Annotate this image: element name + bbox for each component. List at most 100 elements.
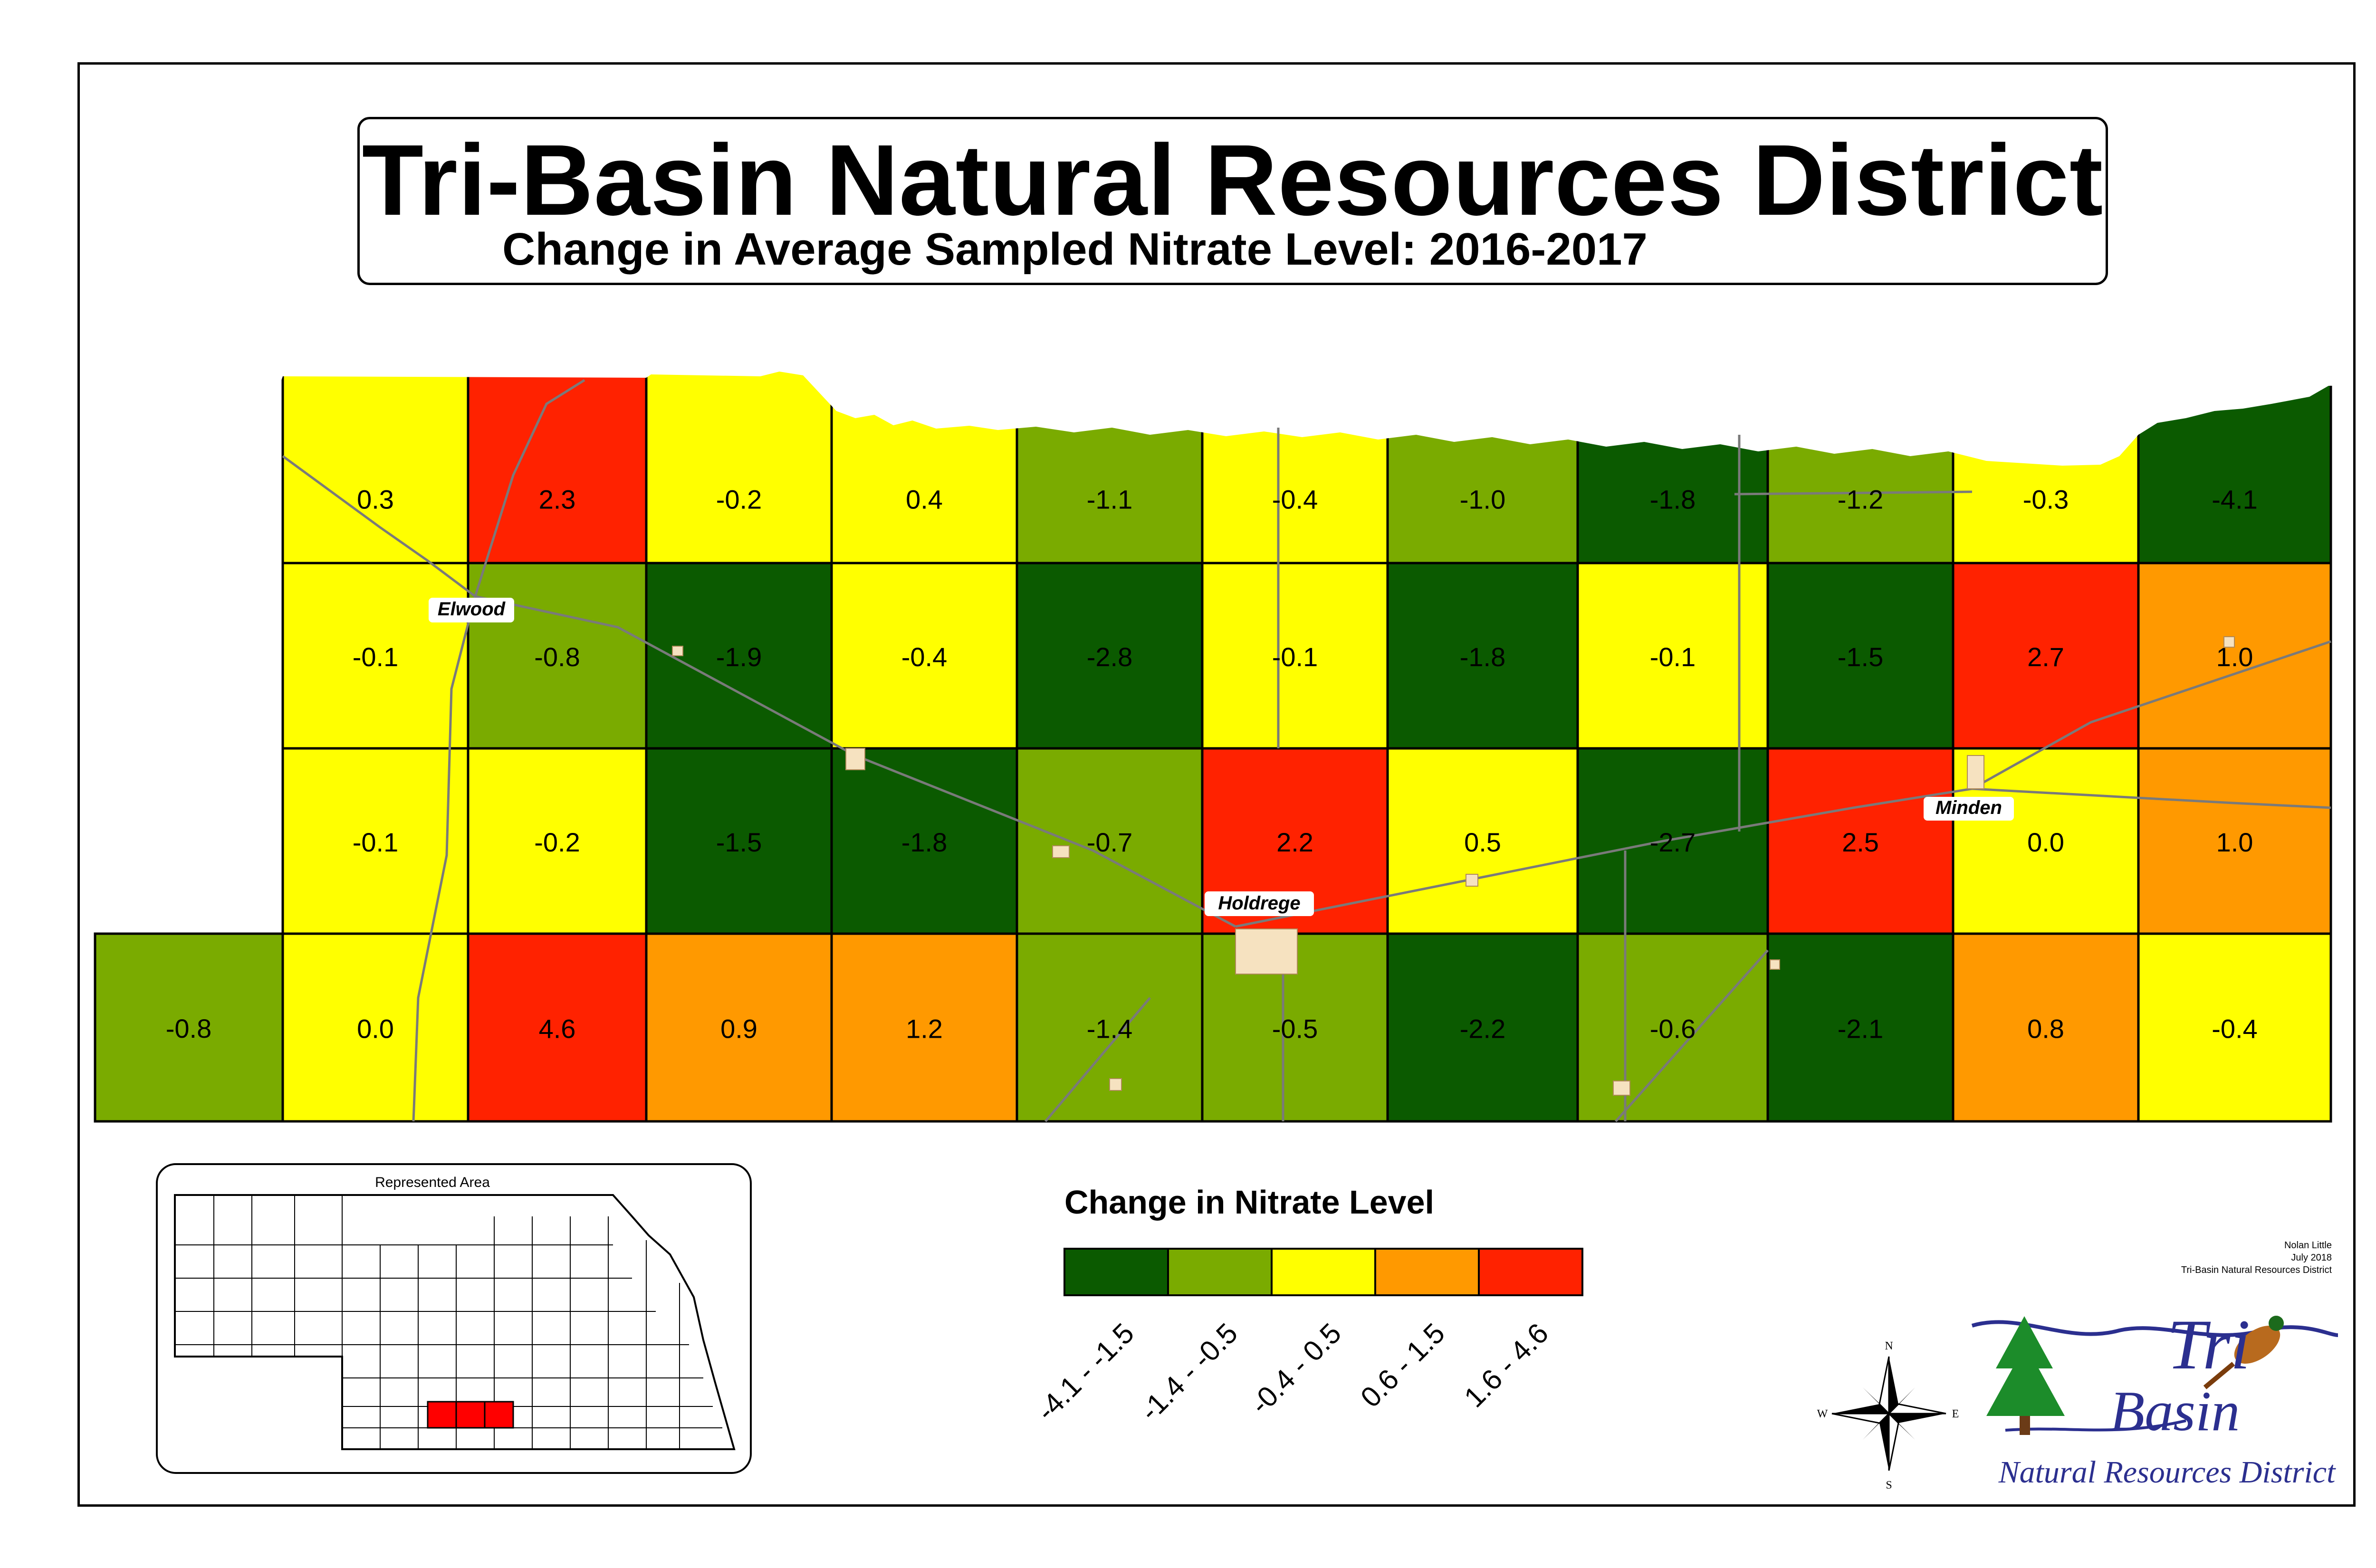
map-subtitle: Change in Average Sampled Nitrate Level:… <box>502 224 1648 275</box>
map-credit: Nolan Little July 2018 Tri-Basin Natural… <box>2181 1239 2332 1276</box>
cell-value: -1.8 <box>901 827 948 857</box>
cell-value: -1.9 <box>716 642 762 672</box>
grid-cell <box>830 747 1018 935</box>
town-label: Holdrege <box>1218 893 1300 914</box>
legend-labels: -4.1 - -1.5-1.4 - -0.5 -0.4 - 0.5 0.6 - 1.… <box>1030 1317 1554 1427</box>
town-area <box>1770 959 1780 970</box>
grid-cell <box>281 932 469 1123</box>
legend-class-label: -1.4 - -0.5 <box>1134 1317 1244 1427</box>
town-label: Minden <box>1935 797 2002 818</box>
cell-value: -2.8 <box>1087 642 1133 672</box>
grid-cell <box>467 932 648 1123</box>
pheasant-icon <box>2203 1316 2284 1389</box>
legend-class-label: -0.4 - 0.5 <box>1244 1317 1347 1420</box>
credit-date: July 2018 <box>2291 1252 2332 1263</box>
legend-class-label: 0.6 - 1.5 <box>1354 1317 1451 1414</box>
pine-tree-icon <box>1986 1316 2065 1435</box>
title-box: Tri-Basin Natural Resources District Cha… <box>357 117 2108 285</box>
road-line <box>1044 997 1151 1122</box>
grid-cell <box>1766 562 1954 750</box>
cell-value: -0.1 <box>353 642 399 672</box>
road-line <box>282 455 1236 928</box>
cell-value: -1.8 <box>1650 485 1696 515</box>
grid-cell <box>2137 372 2332 564</box>
grid-cell <box>2137 747 2332 935</box>
cell-value: -1.5 <box>716 827 762 857</box>
cell-value: -1.4 <box>1087 1014 1133 1044</box>
grid-cell <box>1952 932 2140 1123</box>
town-minden: Minden <box>1924 797 2014 821</box>
town-elwood: Elwood <box>429 598 514 622</box>
cell-value-labels: 0.3 2.3 -0.2 0.4 -1.1 -0.4 -1.0 -1.8 -1.2 -0.3 -4.… <box>166 485 2258 1044</box>
cell-value: -0.4 <box>901 642 948 672</box>
tri-basin-logo: Tri Basin Natural Resources District <box>1971 1305 2338 1490</box>
inset-map: Represented Area <box>156 1163 752 1474</box>
grid-cell <box>467 562 648 750</box>
grid-cell <box>1576 932 1769 1123</box>
compass-w: W <box>1817 1408 1828 1420</box>
grid-cell <box>1201 372 1389 564</box>
grid-cell <box>830 372 1018 564</box>
cell-value: -0.8 <box>166 1013 212 1043</box>
grid-cell <box>830 562 1018 750</box>
cell-value: 2.3 <box>539 485 576 515</box>
legend-class-label: 1.6 - 4.6 <box>1458 1317 1554 1414</box>
inset-title: Represented Area <box>375 1175 490 1190</box>
grid-cell <box>1952 372 2140 564</box>
legend-swatch <box>1374 1248 1480 1296</box>
compass-n: N <box>1885 1340 1893 1352</box>
grid-cell <box>2137 562 2332 750</box>
cell-value: -0.2 <box>716 485 762 515</box>
cell-value: -0.5 <box>1272 1014 1318 1044</box>
cell-value: 2.5 <box>1842 827 1879 857</box>
legend-title: Change in Nitrate Level <box>1064 1184 1434 1221</box>
cell-value: 0.0 <box>2027 827 2064 857</box>
cell-value: -0.8 <box>534 642 580 672</box>
cell-value: 0.8 <box>2027 1014 2064 1044</box>
compass-e: E <box>1952 1408 1959 1420</box>
cell-value: -0.1 <box>1272 642 1318 672</box>
cell-value: 0.3 <box>357 485 394 515</box>
legend-swatch <box>1271 1248 1376 1296</box>
cell-value: -2.1 <box>1838 1014 1884 1044</box>
grid-cell <box>645 747 833 935</box>
town-holdrege: Holdrege <box>1205 891 1314 916</box>
cell-value: -1.5 <box>1838 642 1884 672</box>
road-line <box>1972 787 2331 809</box>
inset-tribasin-area <box>427 1401 514 1429</box>
cell-value: 2.7 <box>2027 642 2064 672</box>
grid-cell <box>1386 747 1579 935</box>
grid-cell <box>467 372 648 564</box>
town-area <box>672 646 683 656</box>
road-line <box>474 379 585 597</box>
grid-cell <box>1016 372 1204 564</box>
legend-swatches <box>1063 1248 1583 1296</box>
cell-value: -1.1 <box>1087 485 1133 515</box>
grid-cell <box>1766 372 1954 564</box>
cell-value: -4.1 <box>2212 485 2258 515</box>
grid-cell <box>1386 372 1579 564</box>
grid-cell <box>1766 932 1954 1123</box>
town-area <box>1466 874 1478 887</box>
compass-rose-icon: N S E W <box>1817 1340 1959 1492</box>
grid-cell <box>1766 747 1954 935</box>
town-area <box>1613 1080 1630 1096</box>
grid-cell <box>830 932 1018 1123</box>
cell-value: -0.3 <box>2023 485 2069 515</box>
town-area <box>2223 636 2235 648</box>
cell-value: 0.4 <box>906 485 943 515</box>
town-area <box>1052 845 1070 858</box>
cell-value: 4.6 <box>539 1014 576 1044</box>
cell-value: -0.2 <box>534 827 580 857</box>
grid-cell <box>1576 747 1769 935</box>
town-area <box>1967 755 1984 789</box>
town-area <box>845 748 865 770</box>
cell-value: -0.1 <box>1650 642 1696 672</box>
town-area <box>1235 928 1298 975</box>
map-overlay <box>282 379 2331 1122</box>
cell-value: -0.1 <box>353 827 399 857</box>
cell-value: 1.0 <box>2216 827 2253 857</box>
logo-tri: Tri <box>2167 1305 2250 1384</box>
grid-cell-west <box>94 932 284 1123</box>
